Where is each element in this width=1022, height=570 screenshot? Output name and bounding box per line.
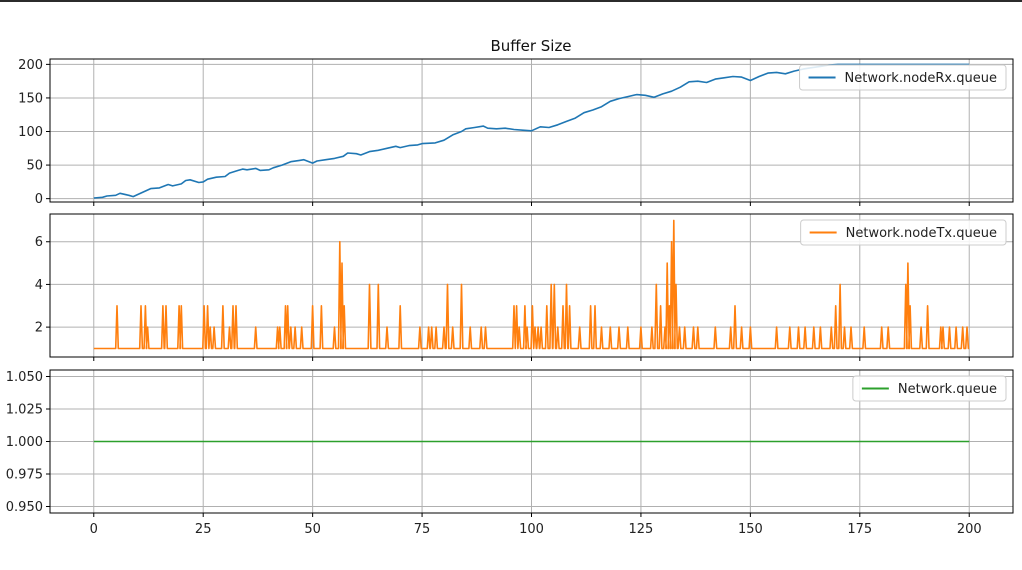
legend-box (799, 64, 1007, 91)
chart-title: Buffer Size (490, 37, 571, 55)
x-tick-label: 125 (629, 522, 654, 537)
legend-label: Network.queue (898, 382, 997, 397)
y-tick-label: 150 (18, 91, 43, 106)
subplot-3: 0.950 0.975 1.000 1.025 1.050 0 25 50 75 100 125 15… (6, 369, 1014, 537)
legend: Network.queue (852, 375, 1007, 402)
x-tick-label: 25 (195, 522, 212, 537)
y-tick-label: 1.000 (6, 435, 43, 450)
y-tick-label: 1.050 (6, 370, 43, 385)
subplot-2: 2 4 6 Network.nodeTx.queue (35, 213, 1014, 361)
x-tick-label: 75 (414, 522, 431, 537)
legend-box (800, 219, 1007, 246)
y-tick-label: 50 (26, 159, 43, 174)
y-tick-label: 0 (35, 192, 43, 207)
x-tick-label: 150 (738, 522, 763, 537)
x-tick-label: 100 (519, 522, 544, 537)
window-top-border (0, 0, 1022, 2)
y-tick-label: 4 (35, 278, 43, 293)
x-tick-label: 50 (304, 522, 321, 537)
y-tick-label: 100 (18, 125, 43, 140)
series-line-2 (93, 219, 970, 350)
y-tick-label: 0.975 (6, 468, 43, 483)
y-tick-label: 1.025 (6, 403, 43, 418)
legend-box (852, 375, 1007, 402)
y-tick-label: 2 (35, 321, 43, 336)
legend: Network.nodeRx.queue (799, 64, 1007, 91)
subplot-1: 0 50 100 150 200 Network.nodeRx.queue (18, 58, 1014, 207)
legend-label: Network.nodeTx.queue (846, 226, 997, 241)
x-tick-label: 0 (90, 522, 98, 537)
series-line-1 (93, 63, 970, 199)
y-tick-label: 6 (35, 235, 43, 250)
y-tick-label: 200 (18, 58, 43, 73)
y-tick-label: 0.950 (6, 500, 43, 515)
x-tick-label: 200 (957, 522, 982, 537)
legend: Network.nodeTx.queue (800, 219, 1007, 246)
legend-label: Network.nodeRx.queue (845, 71, 997, 86)
x-tick-label: 175 (847, 522, 872, 537)
